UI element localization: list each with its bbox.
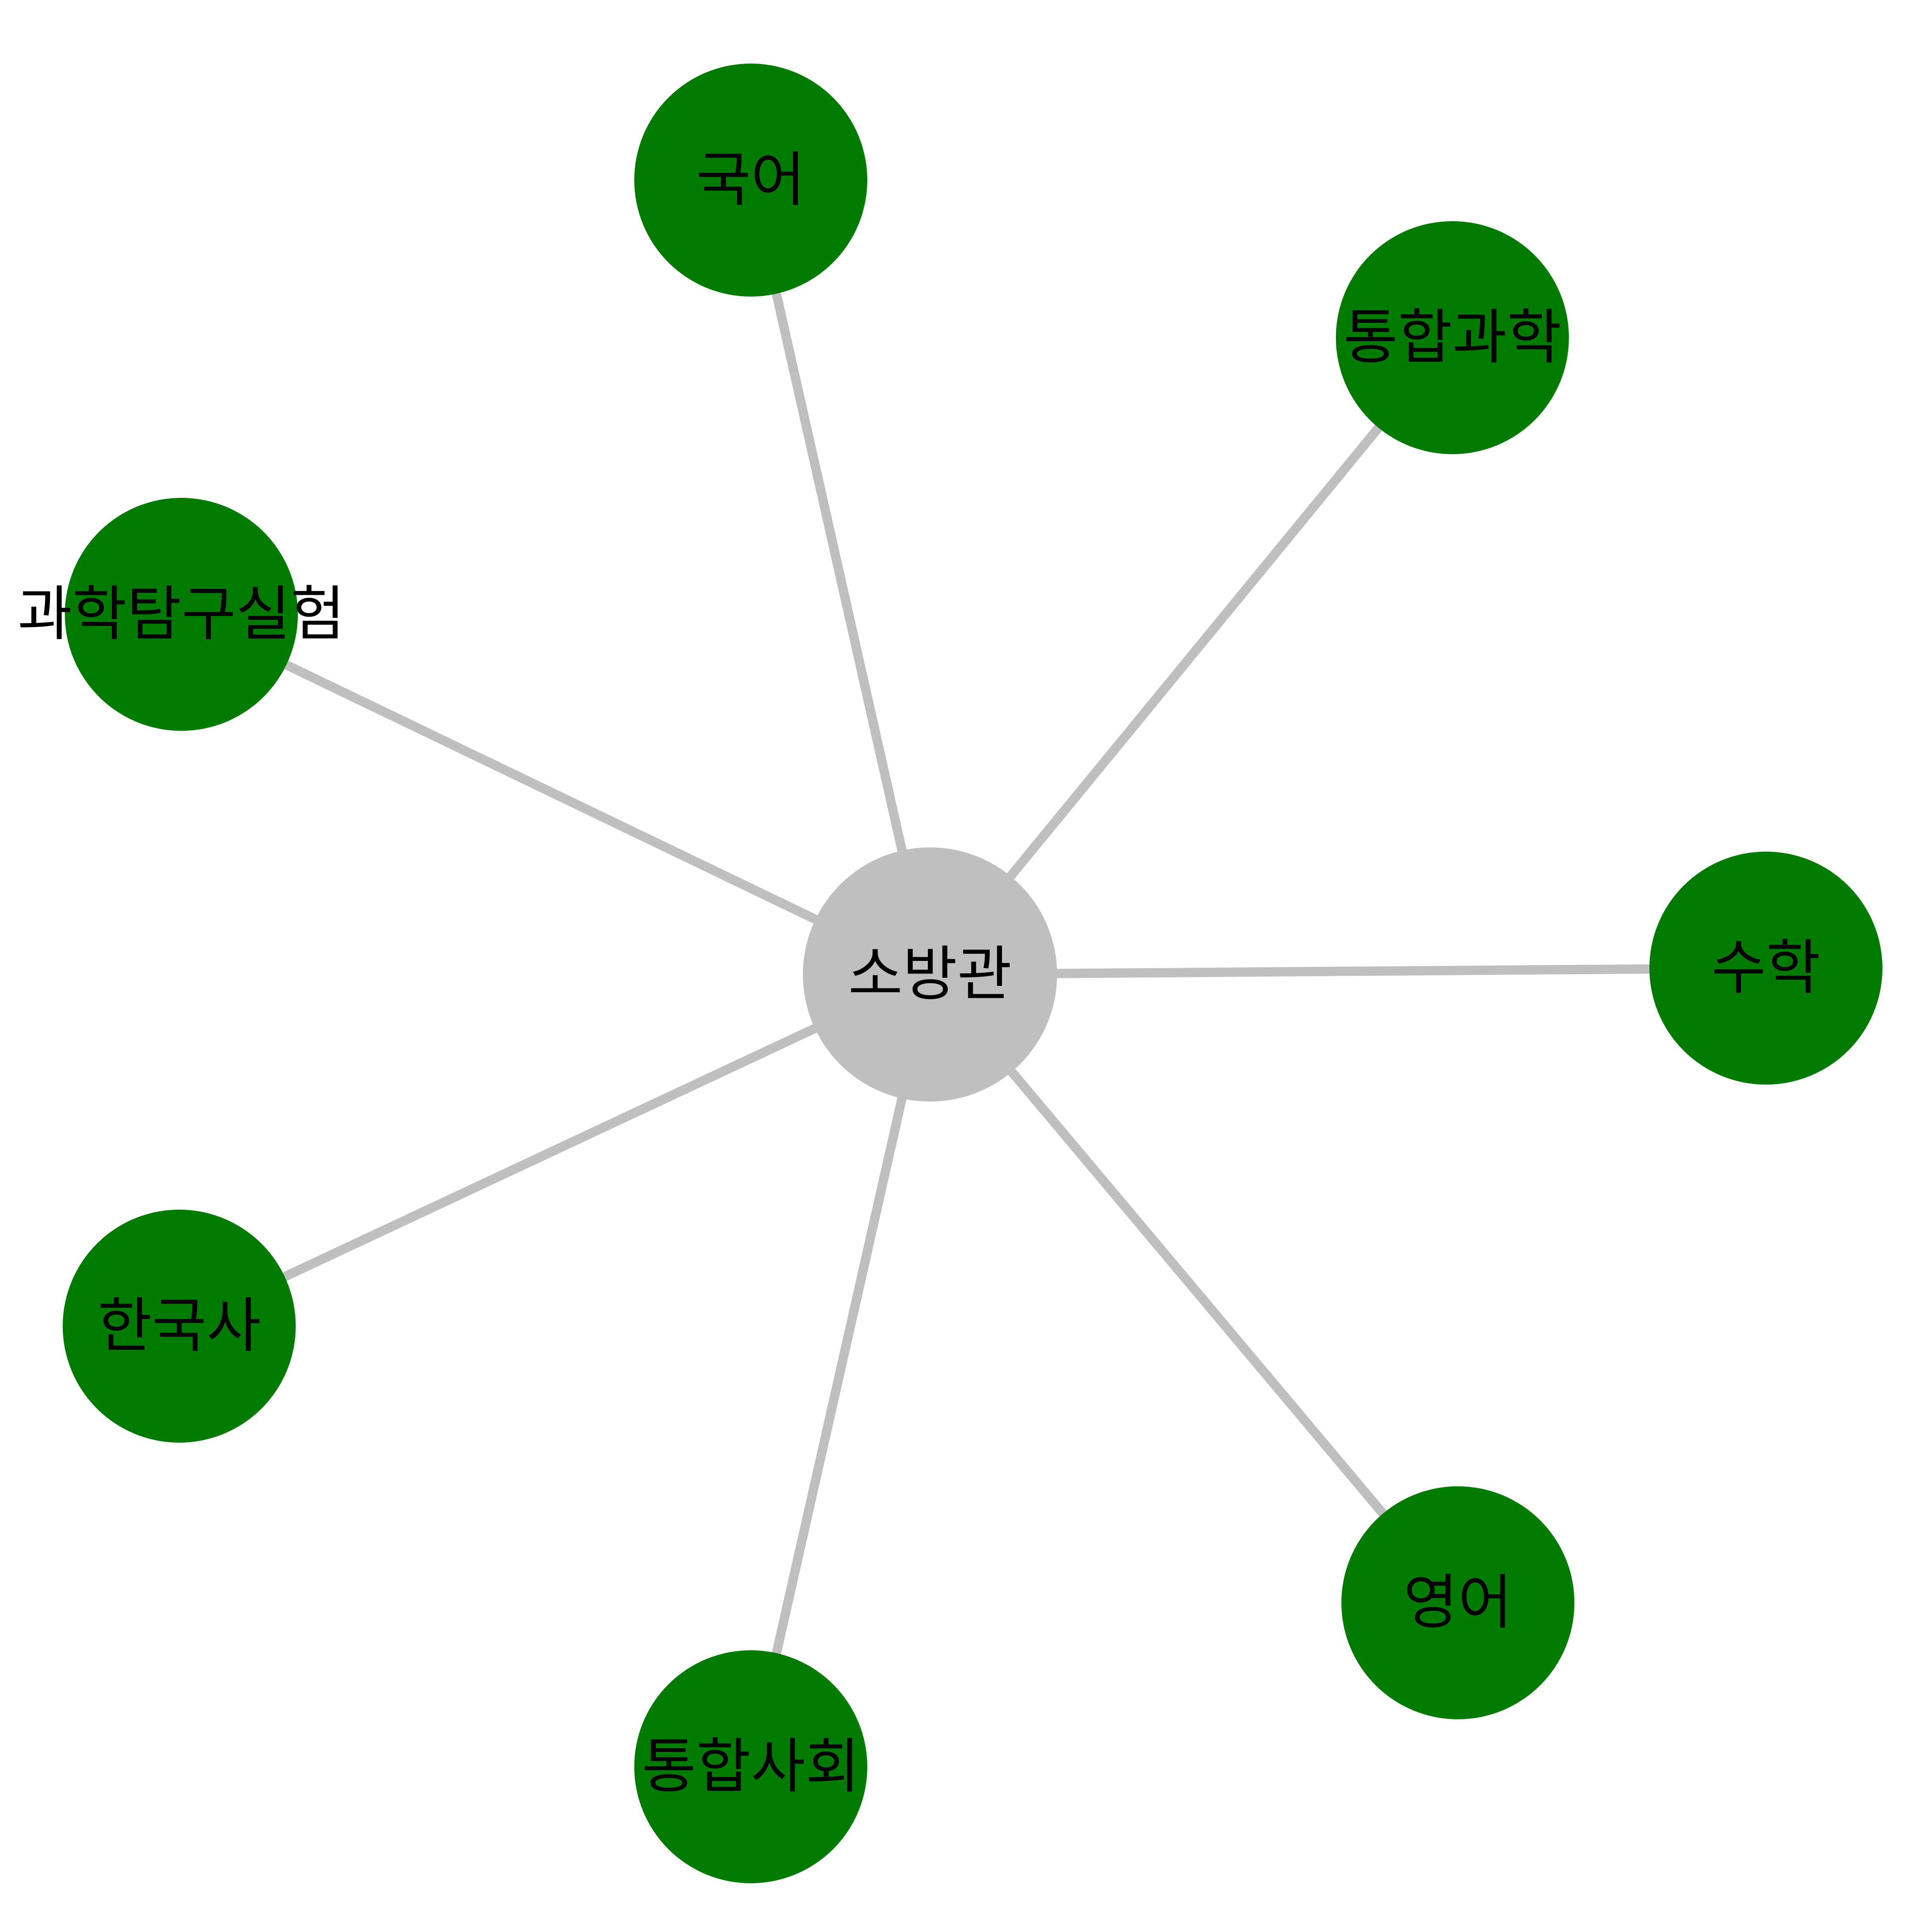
edge-tonghap-gwahak xyxy=(926,335,1456,977)
node-label-suhak: 수학 xyxy=(1711,934,1821,1003)
edge-kukeo xyxy=(746,179,935,976)
node-label-gwahak-tamgu-silheom: 과학탐구실험 xyxy=(18,580,345,649)
node-yeongeo: 영어 xyxy=(1341,1486,1574,1719)
node-label-tonghap-gwahak: 통합과학 xyxy=(1343,303,1561,372)
node-circle-kukeo xyxy=(634,64,867,297)
node-gwahak-tamgu-silheom: 과학탐구실험 xyxy=(18,498,345,731)
edge-gwahak-tamgu-silheom xyxy=(179,610,932,979)
node-suhak: 수학 xyxy=(1649,852,1882,1085)
node-circle-gwahak-tamgu-silheom xyxy=(65,498,298,731)
edges-layer xyxy=(177,179,1766,1768)
node-label-hanguksa: 한국사 xyxy=(97,1292,261,1361)
node-hanguksa: 한국사 xyxy=(63,1210,296,1443)
node-tonghap-gwahak: 통합과학 xyxy=(1336,221,1569,454)
node-circle-tonghap-sahoe xyxy=(634,1650,867,1883)
edge-yeongeo xyxy=(926,971,1462,1606)
node-circle-hanguksa xyxy=(63,1210,296,1443)
node-circle-tonghap-gwahak xyxy=(1336,221,1569,454)
node-label-yeongeo: 영어 xyxy=(1403,1568,1513,1638)
edge-hanguksa xyxy=(177,970,932,1330)
center-node-label: 소방관 xyxy=(848,940,1012,1009)
node-circle-yeongeo xyxy=(1341,1486,1574,1719)
node-kukeo: 국어 xyxy=(634,64,867,297)
center-node: 소방관 xyxy=(803,847,1057,1102)
node-circle-suhak xyxy=(1649,852,1882,1085)
edge-tonghap-sahoe xyxy=(746,973,935,1768)
edge-suhak xyxy=(930,963,1766,979)
node-label-kukeo: 국어 xyxy=(696,146,805,215)
node-label-tonghap-sahoe: 통합사회 xyxy=(641,1732,860,1802)
node-tonghap-sahoe: 통합사회 xyxy=(634,1650,867,1883)
center-node-circle xyxy=(803,847,1057,1102)
